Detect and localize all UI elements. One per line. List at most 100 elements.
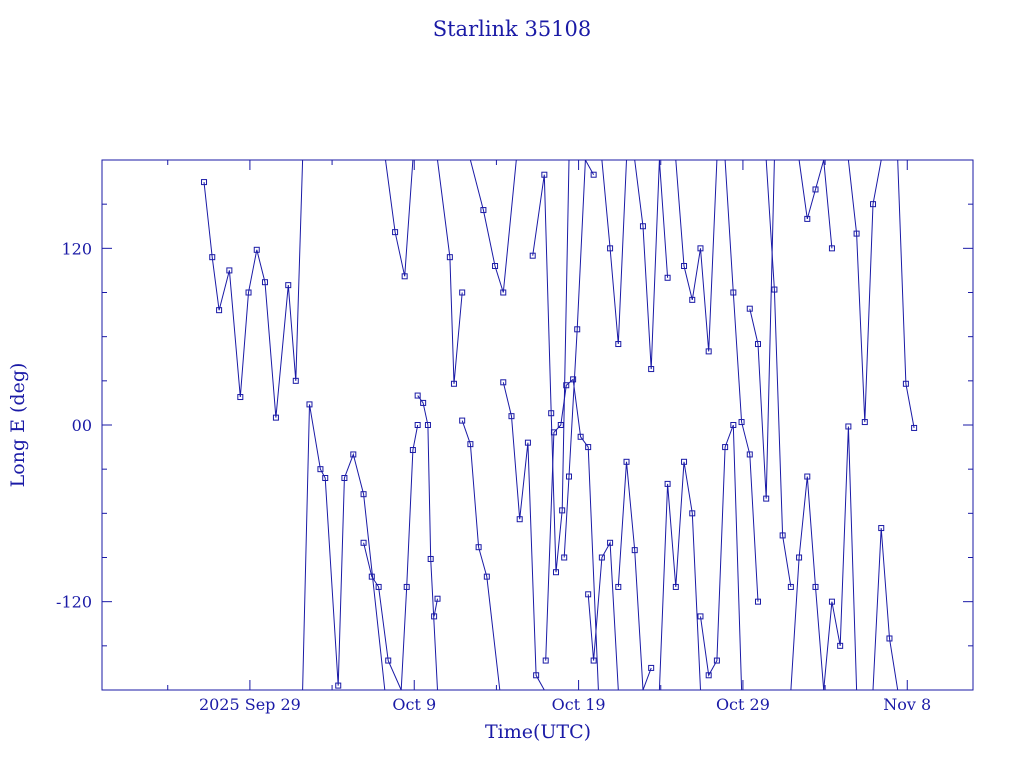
data-point: [705, 672, 712, 679]
data-point: [542, 657, 549, 664]
data-point: [738, 419, 745, 426]
y-tick-label: -120: [56, 593, 92, 612]
data-point: [590, 657, 597, 664]
data-point: [360, 491, 367, 498]
data-point: [524, 439, 531, 446]
series-line: [532, 160, 570, 573]
data-point: [730, 289, 737, 296]
y-tick-label: 00: [72, 416, 92, 435]
data-point: [574, 326, 581, 333]
data-point: [285, 282, 292, 289]
data-point: [245, 289, 252, 296]
data-point: [585, 444, 592, 451]
data-point: [570, 376, 577, 383]
data-point: [261, 279, 268, 286]
data-point: [533, 672, 540, 679]
x-tick-label: Oct 29: [716, 695, 770, 714]
data-point: [414, 422, 421, 428]
data-point: [779, 532, 786, 539]
series-line: [724, 160, 759, 602]
data-point: [754, 598, 761, 605]
series-line: [675, 160, 718, 352]
data-point: [648, 664, 655, 671]
data-point: [431, 613, 438, 620]
series-line: [872, 528, 899, 690]
data-point: [409, 447, 416, 454]
series-line: [587, 541, 619, 690]
data-point: [550, 429, 557, 436]
data-point: [483, 573, 490, 580]
data-point: [615, 341, 622, 348]
series-line: [823, 426, 858, 690]
data-point: [664, 480, 671, 487]
data-point: [272, 414, 279, 421]
series-line: [437, 160, 463, 384]
data-point: [434, 595, 441, 602]
series-line: [790, 476, 825, 690]
data-point: [559, 507, 566, 514]
series-group: [201, 160, 918, 690]
data-point: [500, 379, 507, 386]
data-point: [552, 569, 559, 576]
data-point: [615, 583, 622, 590]
data-point: [450, 380, 457, 387]
data-point: [861, 419, 868, 426]
data-point: [648, 366, 655, 373]
data-point: [492, 263, 499, 269]
data-point: [689, 296, 696, 303]
data-point: [787, 583, 794, 590]
data-point: [722, 444, 729, 451]
data-point: [746, 451, 753, 458]
x-tick-label: Oct 19: [552, 695, 606, 714]
data-point: [385, 657, 392, 664]
data-point: [845, 423, 852, 430]
data-point: [317, 466, 324, 473]
data-point: [697, 613, 704, 620]
data-point: [607, 539, 614, 546]
data-point: [681, 263, 688, 269]
data-point: [392, 229, 399, 236]
y-axis-label: Long E (deg): [7, 363, 29, 488]
series-line: [700, 424, 743, 690]
data-point: [804, 215, 811, 222]
data-point: [459, 417, 466, 424]
series-line: [601, 160, 627, 345]
data-point: [590, 171, 597, 178]
series-line: [658, 461, 701, 690]
data-point: [548, 410, 555, 417]
x-tick-label: Oct 9: [392, 695, 436, 714]
data-point: [804, 473, 811, 480]
series-line: [203, 160, 304, 418]
data-point: [870, 201, 877, 208]
data-point: [705, 348, 712, 355]
data-point: [812, 186, 819, 193]
data-point: [563, 382, 570, 389]
data-point: [375, 583, 382, 590]
data-point: [796, 554, 803, 561]
x-tick-label: 2025 Sep 29: [199, 695, 301, 714]
series-line: [798, 160, 833, 249]
data-point: [746, 305, 753, 312]
data-point: [561, 554, 568, 561]
y-tick-label: 120: [61, 239, 92, 258]
data-point: [754, 341, 761, 348]
data-point: [812, 583, 819, 590]
data-point: [585, 591, 592, 598]
data-point: [689, 510, 696, 517]
data-point: [557, 422, 564, 428]
data-point: [403, 583, 410, 590]
data-point: [878, 525, 885, 532]
data-point: [420, 399, 427, 406]
data-point: [516, 516, 523, 523]
series-line: [563, 160, 595, 558]
data-point: [237, 394, 244, 401]
data-point: [480, 207, 487, 214]
series-line: [765, 160, 792, 587]
data-point: [577, 433, 584, 440]
data-point: [292, 377, 299, 384]
data-point: [341, 475, 348, 481]
series-line: [461, 420, 501, 690]
series-line: [847, 160, 882, 423]
series-line: [545, 378, 599, 690]
